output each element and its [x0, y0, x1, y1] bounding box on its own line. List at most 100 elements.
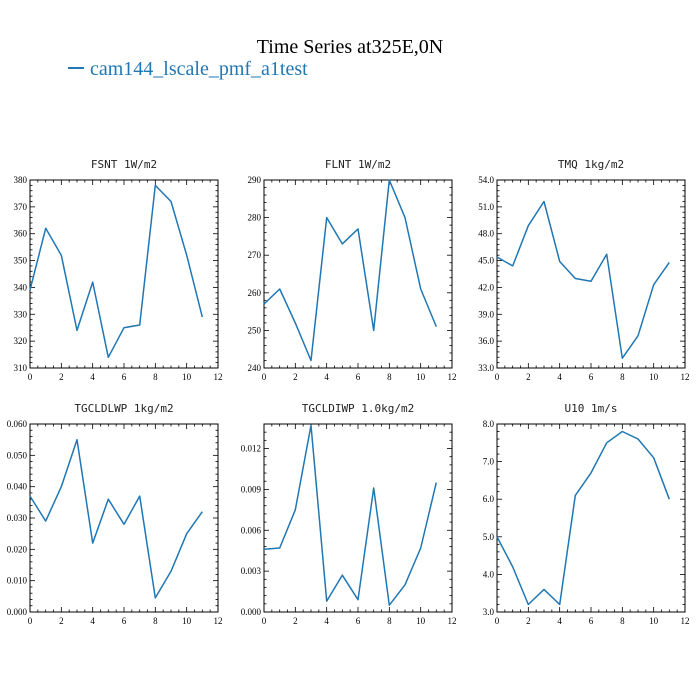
x-tick-label: 10: [649, 616, 659, 626]
x-tick-label: 2: [59, 616, 64, 626]
x-tick-label: 2: [293, 616, 298, 626]
x-tick-label: 6: [356, 616, 361, 626]
y-tick-label: 280: [248, 213, 262, 223]
y-tick-label: 0.000: [7, 607, 28, 617]
y-tick-label: 39.0: [478, 309, 494, 319]
x-tick-label: 8: [620, 616, 625, 626]
series-line-1: [496, 430, 671, 606]
x-tick-label: 10: [649, 372, 659, 382]
chart-panel-6: U10 1m/s 0 2 4 6 8 10 12 3.0 4.0 5.0 6.0 7.0 8.0: [483, 402, 690, 626]
series-line-1: [263, 179, 437, 362]
x-tick-label: 4: [557, 616, 562, 626]
chart-title: TGCLDIWP 1.0kg/m2: [302, 402, 415, 415]
x-tick-label: 2: [59, 372, 64, 382]
x-tick-label: 10: [416, 616, 426, 626]
y-tick-label: 6.0: [483, 494, 495, 504]
y-tick-label: 0.000: [241, 607, 262, 617]
x-tick-label: 6: [122, 372, 127, 382]
x-tick-label: 0: [495, 616, 500, 626]
y-tick-label: 5.0: [483, 532, 495, 542]
y-tick-label: 290: [248, 175, 262, 185]
y-tick-label: 33.0: [478, 363, 494, 373]
x-tick-label: 12: [681, 372, 690, 382]
y-tick-label: 0.012: [241, 444, 261, 454]
x-tick-label: 0: [28, 616, 33, 626]
x-tick-label: 2: [293, 372, 298, 382]
y-tick-label: 350: [14, 256, 28, 266]
y-tick-label: 0.030: [7, 513, 28, 523]
chart-title: FLNT 1W/m2: [325, 158, 391, 171]
x-tick-label: 8: [153, 616, 158, 626]
x-tick-label: 2: [526, 616, 531, 626]
plot-frame: [263, 179, 453, 369]
x-tick-label: 4: [90, 616, 95, 626]
y-tick-label: 0.009: [241, 484, 262, 494]
chart-title: FSNT 1W/m2: [91, 158, 157, 171]
x-tick-label: 0: [262, 616, 267, 626]
y-tick-label: 0.010: [7, 576, 28, 586]
x-tick-label: 4: [90, 372, 95, 382]
legend: cam144_lscale_pmf_a1test: [68, 58, 308, 81]
series-line-1: [496, 200, 670, 359]
x-tick-label: 2: [526, 372, 531, 382]
y-tick-label: 270: [248, 250, 262, 260]
x-tick-label: 10: [182, 616, 192, 626]
y-tick-label: 42.0: [478, 282, 494, 292]
chart-panel-2: FLNT 1W/m2 0 2 4 6 8 10 12 240 250 260 270 280 290: [248, 158, 457, 382]
y-tick-label: 8.0: [483, 419, 495, 429]
series-line-1: [29, 438, 203, 599]
legend-line-swatch: [68, 67, 84, 70]
x-tick-label: 0: [28, 372, 33, 382]
x-tick-label: 8: [387, 616, 392, 626]
y-tick-label: 51.0: [478, 202, 494, 212]
x-tick-label: 12: [448, 616, 457, 626]
x-tick-label: 8: [620, 372, 625, 382]
y-tick-label: 380: [14, 175, 28, 185]
y-tick-label: 45.0: [478, 256, 494, 266]
y-tick-label: 340: [14, 282, 28, 292]
y-tick-label: 0.003: [241, 566, 262, 576]
y-tick-label: 310: [14, 363, 28, 373]
chart-title: TGCLDLWP 1kg/m2: [74, 402, 173, 415]
x-tick-label: 0: [262, 372, 267, 382]
y-tick-label: 250: [248, 325, 262, 335]
x-tick-label: 12: [681, 616, 690, 626]
series-line-1: [29, 184, 204, 359]
x-tick-label: 12: [214, 616, 223, 626]
x-tick-label: 12: [214, 372, 223, 382]
y-tick-label: 7.0: [483, 457, 495, 467]
chart-panel-5: TGCLDIWP 1.0kg/m2 0 2 4 6 8 10 12 0.000 0.003 0.00…: [241, 402, 457, 626]
y-tick-label: 36.0: [478, 336, 494, 346]
x-tick-label: 6: [356, 372, 361, 382]
x-tick-label: 0: [495, 372, 500, 382]
y-tick-label: 360: [14, 229, 28, 239]
x-tick-label: 12: [448, 372, 457, 382]
plot-frame: [496, 179, 686, 369]
chart-title: TMQ 1kg/m2: [558, 158, 624, 171]
page-title: Time Series at325E,0N: [256, 36, 444, 58]
x-tick-label: 6: [122, 616, 127, 626]
x-tick-label: 4: [557, 372, 562, 382]
series-line-1: [263, 424, 438, 606]
legend-label: cam144_lscale_pmf_a1test: [90, 58, 308, 80]
chart-panel-1: FSNT 1W/m2 0 2 4 6 8 10 12 310 320 330 340 350 360 370…: [14, 158, 223, 382]
y-tick-label: 320: [14, 336, 28, 346]
x-tick-label: 6: [589, 616, 594, 626]
plot-frame: [29, 423, 219, 613]
y-tick-label: 370: [14, 202, 28, 212]
chart-panel-4: TGCLDLWP 1kg/m2 0 2 4 6 8 10 12 0.000 0.010 0.020 0…: [7, 402, 223, 626]
chart-panel-3: TMQ 1kg/m2 0 2 4 6 8 10 12 33.0 36.0 39.0 42.0 45.0 4…: [478, 158, 689, 382]
x-tick-label: 10: [416, 372, 426, 382]
y-tick-label: 54.0: [478, 175, 494, 185]
x-tick-label: 8: [387, 372, 392, 382]
y-tick-label: 48.0: [478, 229, 494, 239]
y-tick-label: 0.006: [241, 525, 262, 535]
y-tick-label: 0.040: [7, 482, 28, 492]
x-tick-label: 4: [324, 616, 329, 626]
y-tick-label: 240: [248, 363, 262, 373]
y-tick-label: 3.0: [483, 607, 495, 617]
y-tick-label: 260: [248, 288, 262, 298]
x-tick-label: 4: [324, 372, 329, 382]
y-tick-label: 0.060: [7, 419, 28, 429]
